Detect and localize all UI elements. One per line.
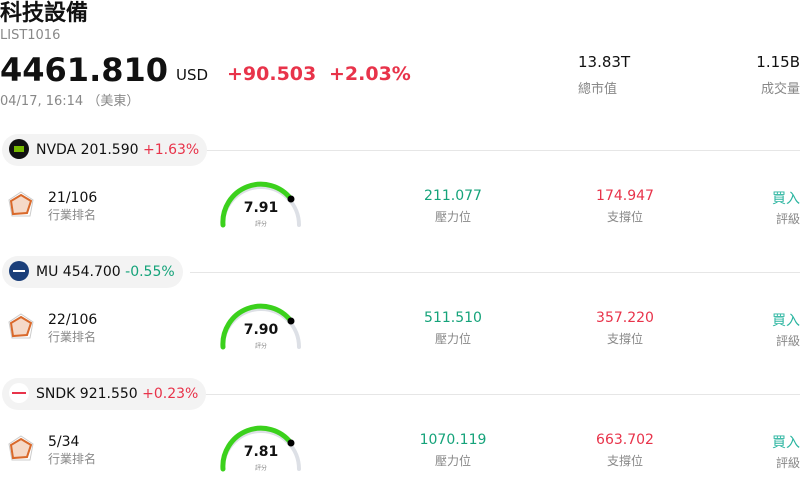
logo — [9, 261, 29, 281]
stock-ticker: MU — [36, 264, 59, 280]
stock-change: -0.55% — [125, 264, 175, 280]
stock-price: 201.590 — [80, 142, 139, 158]
stat-label: 總市值 — [578, 82, 618, 97]
rating-label: 評級 — [775, 212, 800, 226]
rating: 買入 — [772, 313, 800, 329]
stat-value: 13.83T — [578, 53, 631, 71]
stock-price: 921.550 — [79, 386, 138, 402]
rank-icon — [8, 313, 34, 339]
resistance-label: 壓力位 — [434, 332, 471, 346]
rating: 買入 — [772, 435, 800, 451]
stock-row: MU 454.700 -0.55% 22/106 行業排名 7.90 評分 511.510… — [0, 256, 800, 366]
score: 7.81 — [243, 444, 279, 460]
rank: 21/106 — [48, 190, 98, 206]
stock-pill[interactable]: SNDK 921.550 +0.23% — [2, 378, 207, 410]
stat-label: 成交量 — [760, 82, 800, 97]
gauge — [220, 181, 301, 228]
logo — [9, 139, 29, 159]
title: 科技設備 — [0, 1, 89, 26]
resistance: 511.510 — [424, 310, 482, 326]
rating-label: 評級 — [775, 456, 800, 470]
currency: USD — [176, 66, 209, 84]
score: 7.90 — [243, 322, 279, 338]
rank-icon — [8, 435, 34, 461]
support-label: 支撐位 — [606, 332, 643, 346]
gauge — [220, 425, 301, 472]
change: +90.503 — [227, 63, 317, 85]
gauge — [220, 303, 301, 350]
rank: 5/34 — [48, 434, 80, 450]
score-label: 評分 — [254, 221, 267, 228]
resistance: 1070.119 — [419, 432, 487, 448]
support: 663.702 — [596, 432, 654, 448]
support: 357.220 — [596, 310, 654, 326]
resistance: 211.077 — [424, 188, 482, 204]
stock-ticker: SNDK — [36, 386, 76, 402]
score-label: 評分 — [254, 465, 267, 472]
stock-pill[interactable]: NVDA 201.590 +1.63% — [2, 134, 208, 166]
divider — [190, 272, 800, 273]
change-pct: +2.03% — [329, 63, 411, 85]
support-label: 支撐位 — [606, 454, 643, 468]
rating: 買入 — [772, 191, 800, 207]
divider — [190, 394, 800, 395]
support: 174.947 — [596, 188, 654, 204]
rating-label: 評級 — [775, 334, 800, 348]
rank-label: 行業排名 — [48, 208, 97, 222]
stock-change: +0.23% — [142, 386, 199, 402]
score: 7.91 — [243, 200, 279, 216]
rank-label: 行業排名 — [48, 330, 97, 344]
stat-value: 1.15B — [756, 53, 800, 71]
score-label: 評分 — [254, 343, 267, 350]
time: 04/17, 16:14 （美東） — [0, 94, 140, 109]
support-label: 支撐位 — [606, 210, 643, 224]
resistance-label: 壓力位 — [434, 454, 471, 468]
stock-row: SNDK 921.550 +0.23% 5/34 行業排名 7.81 評分 1070.11… — [0, 378, 800, 488]
stock-change: +1.63% — [142, 142, 200, 158]
divider — [190, 150, 800, 151]
price: 4461.810 — [0, 51, 169, 89]
stock-ticker: NVDA — [36, 142, 77, 158]
rank-icon — [8, 191, 34, 217]
logo — [9, 383, 29, 403]
rank-label: 行業排名 — [48, 452, 97, 466]
resistance-label: 壓力位 — [434, 210, 471, 224]
code: LIST1016 — [0, 28, 61, 43]
stock-row: NVDA 201.590 +1.63% 21/106 行業排名 7.91 評分 211.0… — [0, 134, 800, 244]
stock-price: 454.700 — [62, 264, 121, 280]
rank: 22/106 — [48, 312, 98, 328]
stock-pill[interactable]: MU 454.700 -0.55% — [2, 256, 183, 288]
